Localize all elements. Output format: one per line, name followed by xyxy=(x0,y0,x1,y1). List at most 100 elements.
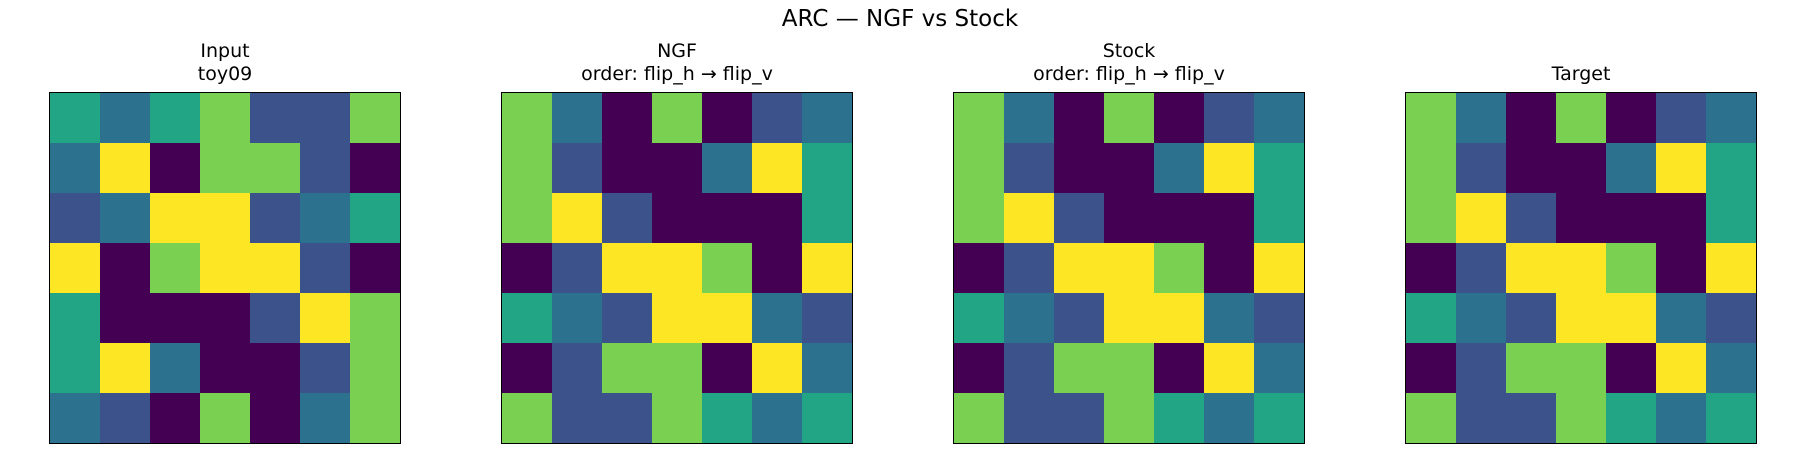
heatmap-cell xyxy=(1406,193,1456,243)
heatmap-cell xyxy=(50,243,100,293)
heatmap-cell xyxy=(954,193,1004,243)
heatmap-cell xyxy=(50,343,100,393)
heatmap-cell xyxy=(954,343,1004,393)
heatmap-cell xyxy=(150,93,200,143)
heatmap-cell xyxy=(1606,393,1656,443)
panel-target: Target xyxy=(1405,0,1757,450)
heatmap-cell xyxy=(1706,143,1756,193)
heatmap-cell xyxy=(1254,143,1304,193)
heatmap-cell xyxy=(602,193,652,243)
heatmap-cell xyxy=(702,243,752,293)
heatmap-cell xyxy=(150,243,200,293)
heatmap-cell xyxy=(250,293,300,343)
heatmap-cell xyxy=(752,293,802,343)
heatmap-cell xyxy=(552,143,602,193)
heatmap-cell xyxy=(350,293,400,343)
heatmap-cell xyxy=(954,243,1004,293)
heatmap-cell xyxy=(1556,343,1606,393)
heatmap-cell xyxy=(1054,93,1104,143)
heatmap-cell xyxy=(100,193,150,243)
heatmap-cell xyxy=(1506,293,1556,343)
heatmap-cell xyxy=(50,193,100,243)
heatmap-cell xyxy=(100,343,150,393)
heatmap-cell xyxy=(1104,243,1154,293)
heatmap-cell xyxy=(552,93,602,143)
heatmap-cell xyxy=(250,343,300,393)
heatmap-cell xyxy=(502,343,552,393)
heatmap-cell xyxy=(1154,393,1204,443)
heatmap-grid xyxy=(49,92,401,444)
heatmap-cell xyxy=(200,343,250,393)
heatmap-cell xyxy=(702,143,752,193)
heatmap-cell xyxy=(1254,243,1304,293)
heatmap-cell xyxy=(1204,243,1254,293)
heatmap-cell xyxy=(1154,243,1204,293)
heatmap-cell xyxy=(100,93,150,143)
panel-input: Input toy09 xyxy=(49,0,401,450)
heatmap-cell xyxy=(954,393,1004,443)
heatmap-cell xyxy=(752,243,802,293)
heatmap-cell xyxy=(350,143,400,193)
heatmap-cell xyxy=(1204,293,1254,343)
heatmap-cell xyxy=(1506,393,1556,443)
heatmap-cell xyxy=(652,343,702,393)
heatmap-cell xyxy=(1656,293,1706,343)
heatmap-cell xyxy=(1656,343,1706,393)
heatmap-cell xyxy=(552,193,602,243)
heatmap-cell xyxy=(50,293,100,343)
heatmap-cell xyxy=(1706,393,1756,443)
heatmap-cell xyxy=(1004,143,1054,193)
panel-title-line-2: toy09 xyxy=(197,63,253,85)
heatmap-cell xyxy=(1606,243,1656,293)
heatmap-cell xyxy=(802,293,852,343)
heatmap-cell xyxy=(1054,143,1104,193)
heatmap-cell xyxy=(752,343,802,393)
figure-title: ARC — NGF vs Stock xyxy=(781,6,1019,32)
heatmap-cell xyxy=(1406,93,1456,143)
heatmap-cell xyxy=(1254,343,1304,393)
heatmap-cell xyxy=(1606,93,1656,143)
heatmap-cell xyxy=(1456,343,1506,393)
heatmap-cell xyxy=(300,343,350,393)
heatmap-cell xyxy=(1054,243,1104,293)
heatmap-grid xyxy=(953,92,1305,444)
heatmap-cell xyxy=(702,93,752,143)
heatmap-cell xyxy=(1556,293,1606,343)
heatmap-cell xyxy=(1456,93,1506,143)
heatmap-cell xyxy=(350,343,400,393)
panel-title-line-1: Stock xyxy=(1102,40,1156,62)
heatmap-cell xyxy=(1406,343,1456,393)
heatmap-cell xyxy=(502,243,552,293)
heatmap-cell xyxy=(802,393,852,443)
heatmap-cell xyxy=(1456,293,1506,343)
heatmap-cell xyxy=(802,193,852,243)
heatmap-cell xyxy=(1204,193,1254,243)
heatmap-cell xyxy=(502,93,552,143)
panel-title-line-1: Input xyxy=(200,40,250,62)
heatmap-cell xyxy=(1004,393,1054,443)
heatmap-cell xyxy=(802,143,852,193)
heatmap-cell xyxy=(1254,293,1304,343)
heatmap-cell xyxy=(300,393,350,443)
heatmap-cell xyxy=(1506,343,1556,393)
heatmap-cell xyxy=(552,343,602,393)
heatmap-cell xyxy=(602,343,652,393)
heatmap-cell xyxy=(802,343,852,393)
heatmap-cell xyxy=(250,143,300,193)
heatmap-cell xyxy=(250,193,300,243)
heatmap-cell xyxy=(1456,143,1506,193)
heatmap-cell xyxy=(1656,143,1706,193)
heatmap-cell xyxy=(100,393,150,443)
heatmap-cell xyxy=(1406,243,1456,293)
heatmap-cell xyxy=(1406,293,1456,343)
heatmap-cell xyxy=(552,293,602,343)
heatmap-cell xyxy=(1656,393,1706,443)
heatmap-cell xyxy=(350,93,400,143)
heatmap-cell xyxy=(1054,293,1104,343)
heatmap-cell xyxy=(1656,193,1706,243)
heatmap-cell xyxy=(50,93,100,143)
heatmap-cell xyxy=(1004,343,1054,393)
heatmap-cell xyxy=(200,93,250,143)
heatmap-cell xyxy=(1154,143,1204,193)
heatmap-cell xyxy=(652,293,702,343)
